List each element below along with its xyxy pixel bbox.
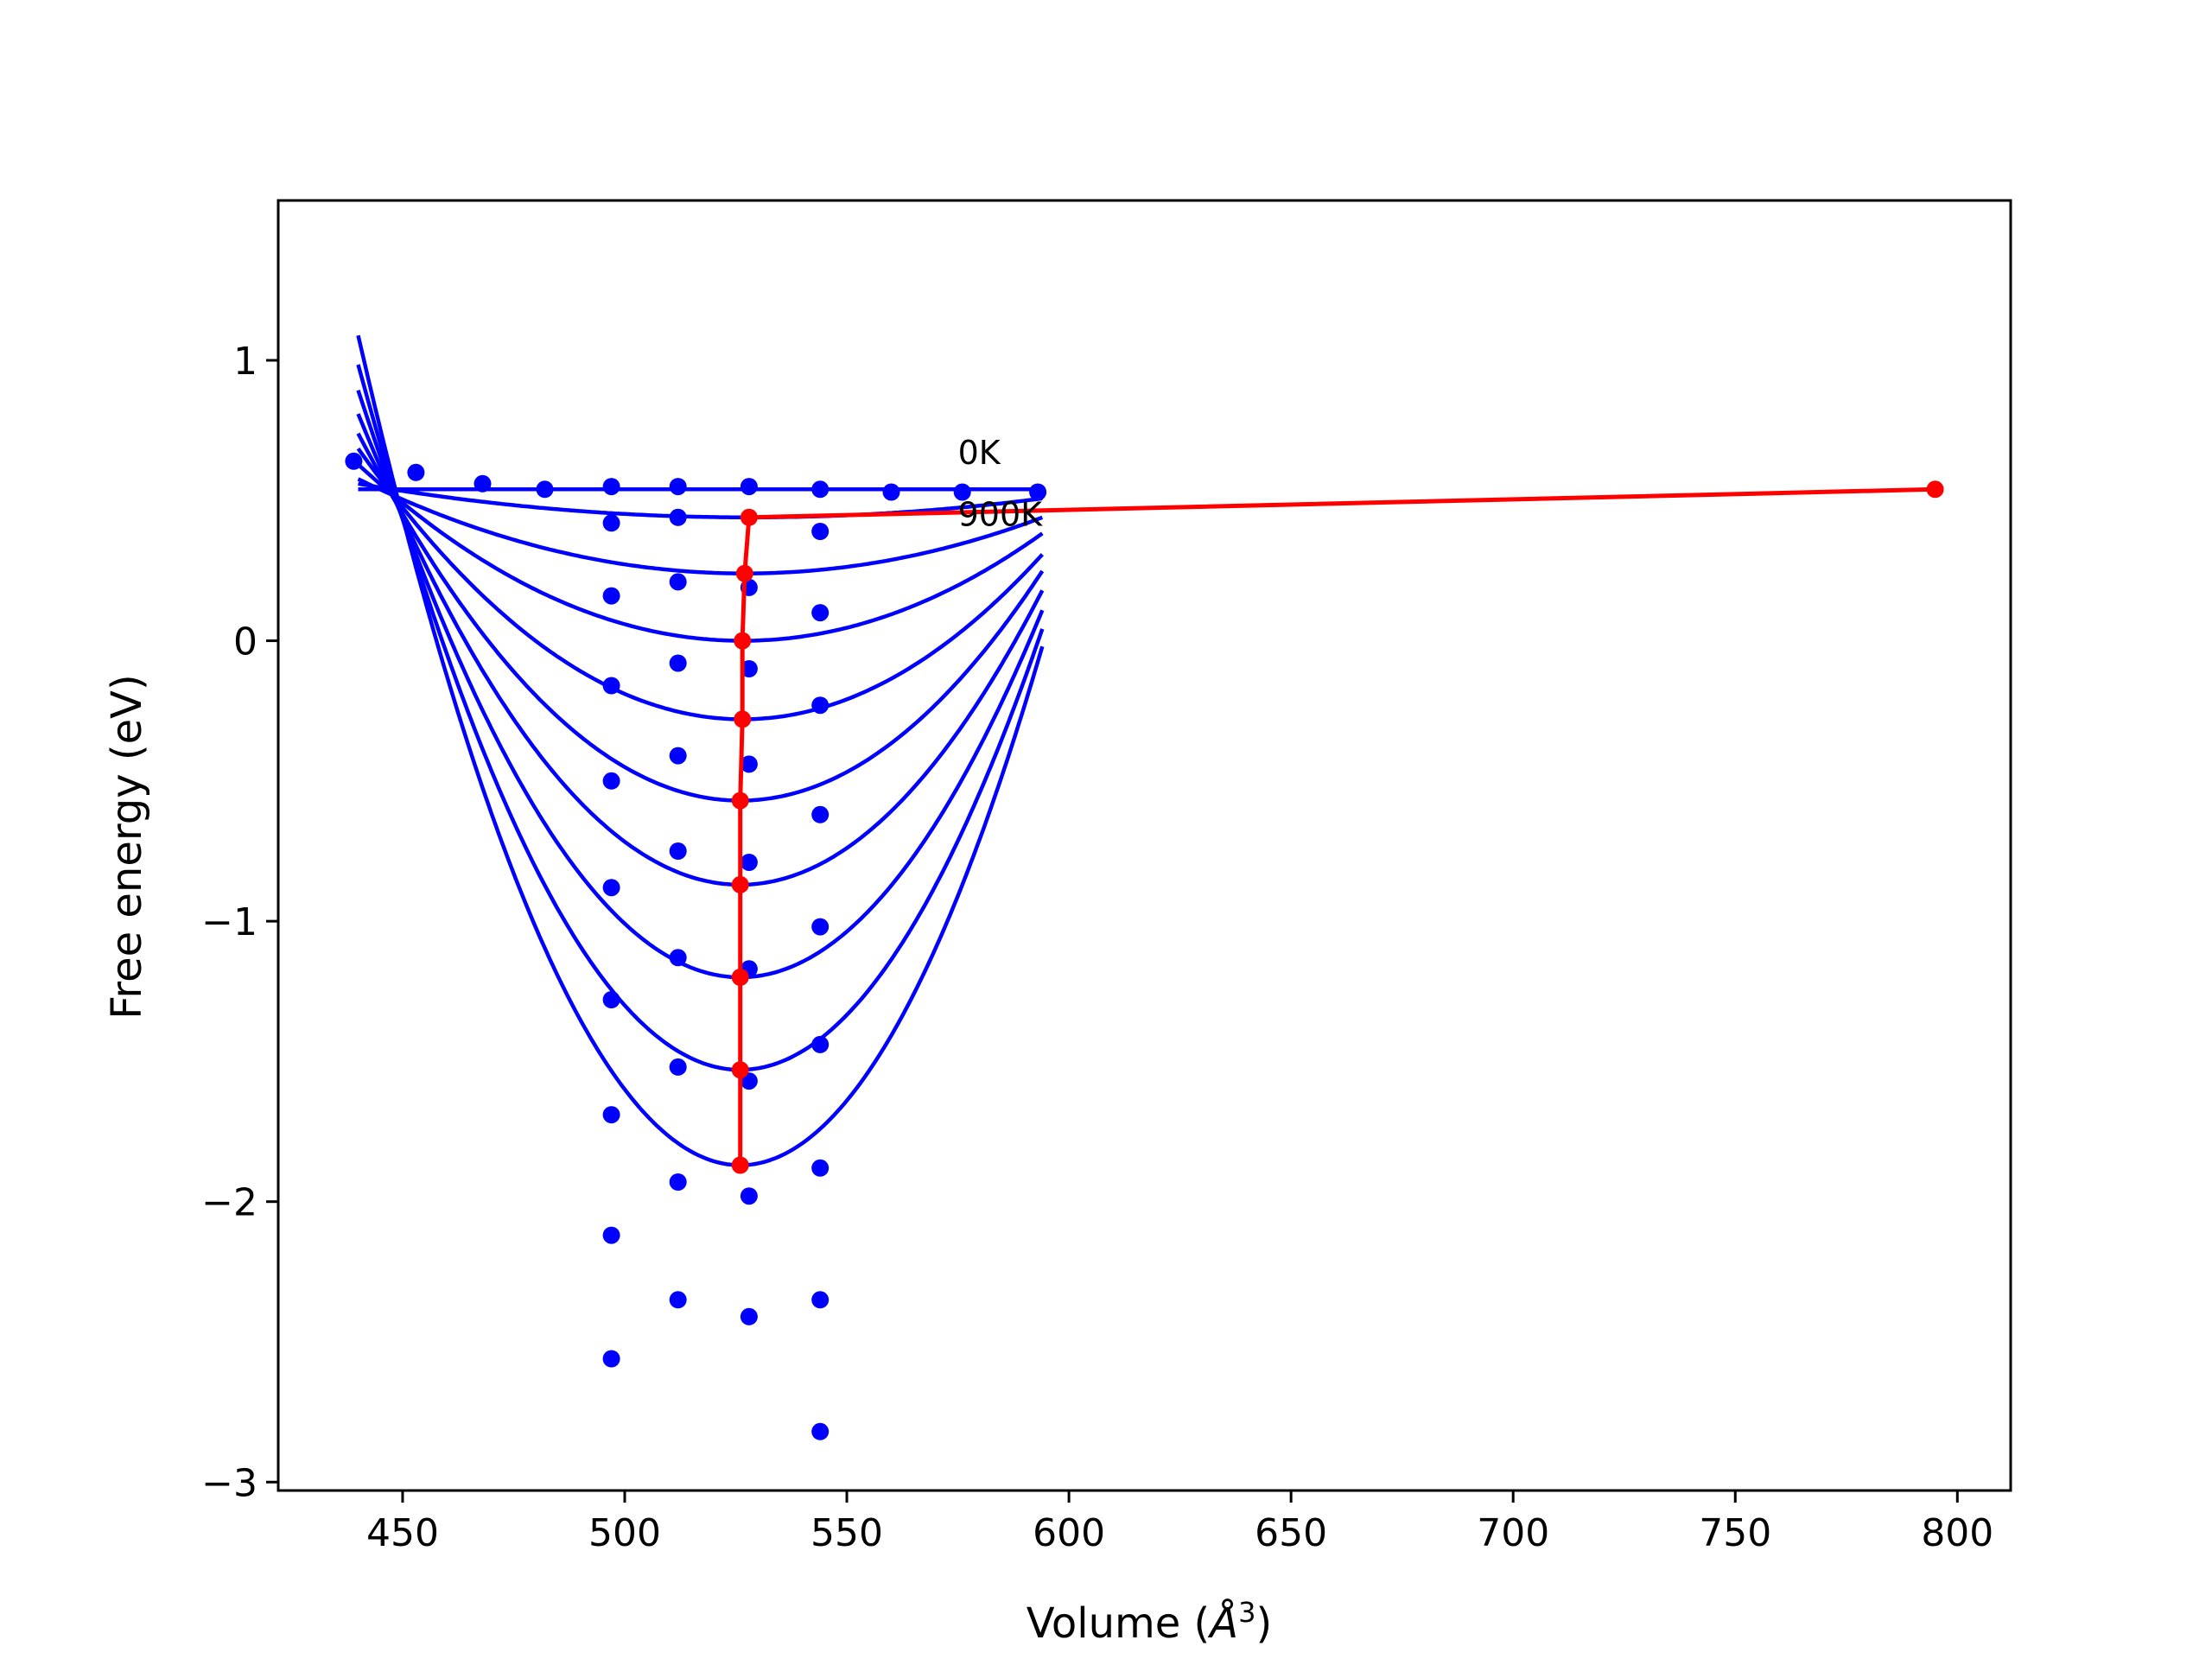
fit-curve-4 bbox=[356, 447, 1044, 721]
data-point-3-2 bbox=[740, 660, 758, 677]
data-point-7-3 bbox=[811, 1159, 830, 1177]
minimum-point-2 bbox=[735, 564, 753, 582]
data-point-8-1 bbox=[669, 1173, 687, 1191]
data-point-0-2 bbox=[474, 474, 492, 493]
y-tick-label-1: −2 bbox=[201, 1181, 257, 1225]
data-point-6-0 bbox=[602, 991, 620, 1008]
data-point-4-2 bbox=[740, 755, 758, 773]
data-point-0-1 bbox=[407, 463, 425, 481]
minimum-point-4 bbox=[734, 710, 752, 728]
data-point-2-0 bbox=[602, 587, 620, 605]
data-point-9-3 bbox=[811, 1422, 830, 1440]
x-tick-label-3: 600 bbox=[1033, 1511, 1105, 1555]
minimum-point-1 bbox=[740, 508, 758, 526]
minimum-point-6 bbox=[731, 875, 749, 893]
fit-curves bbox=[356, 334, 1045, 1167]
fit-curve-8 bbox=[356, 364, 1045, 1072]
x-tick-label-2: 550 bbox=[810, 1511, 883, 1555]
x-axis-label: Volume (Å3) bbox=[1027, 1596, 1272, 1648]
data-point-1-1 bbox=[669, 508, 687, 526]
data-point-7-0 bbox=[602, 1106, 620, 1124]
data-point-4-0 bbox=[602, 772, 620, 790]
fit-curve-3 bbox=[356, 462, 1044, 643]
data-point-4-3 bbox=[811, 805, 830, 823]
x-tick-label-7: 800 bbox=[1921, 1511, 1993, 1555]
data-point-0-8 bbox=[882, 483, 900, 501]
annotation-1: 900K bbox=[958, 496, 1044, 534]
data-point-6-1 bbox=[669, 949, 687, 967]
data-point-0-6 bbox=[740, 478, 758, 496]
fit-curve-9 bbox=[356, 334, 1045, 1167]
minimum-point-3 bbox=[734, 632, 752, 650]
x-tick-label-6: 750 bbox=[1699, 1511, 1771, 1555]
data-point-2-1 bbox=[669, 573, 687, 591]
data-point-3-3 bbox=[811, 696, 830, 715]
data-point-0-0 bbox=[345, 452, 363, 470]
data-point-9-1 bbox=[669, 1291, 687, 1309]
data-point-0-9 bbox=[953, 483, 971, 501]
fit-curve-1 bbox=[358, 481, 1043, 520]
data-point-5-3 bbox=[811, 918, 830, 936]
fit-curve-2 bbox=[357, 477, 1044, 575]
data-point-7-1 bbox=[669, 1058, 687, 1076]
minimum-point-9 bbox=[731, 1156, 749, 1174]
data-point-0-3 bbox=[536, 480, 554, 499]
x-tick-label-4: 650 bbox=[1255, 1511, 1327, 1555]
y-tick-label-2: −1 bbox=[201, 900, 257, 944]
plot-frame bbox=[276, 199, 2012, 1492]
data-point-0-10 bbox=[1029, 483, 1047, 501]
data-point-3-1 bbox=[669, 654, 687, 672]
data-point-5-2 bbox=[740, 854, 758, 871]
minimum-point-8 bbox=[731, 1061, 749, 1079]
y-axis-ticks: −3 −2 −1 0 1 bbox=[201, 340, 278, 1505]
data-point-6-3 bbox=[811, 1035, 830, 1053]
data-point-3-0 bbox=[602, 677, 620, 695]
x-tick-label-5: 700 bbox=[1477, 1511, 1549, 1555]
data-point-9-0 bbox=[602, 1350, 620, 1368]
fit-curve-6 bbox=[356, 413, 1045, 887]
data-point-9-2 bbox=[740, 1307, 758, 1325]
minimum-point-5 bbox=[731, 791, 749, 810]
data-point-1-2 bbox=[811, 523, 830, 540]
x-axis-ticks: 450 500 550 600 650 700 750 800 bbox=[366, 1491, 1993, 1555]
minimum-point-7 bbox=[731, 969, 749, 986]
x-tick-label-1: 500 bbox=[588, 1511, 661, 1555]
x-tick-label-0: 450 bbox=[366, 1511, 439, 1555]
minimum-energy-line bbox=[738, 486, 1936, 1166]
y-tick-label-0: −3 bbox=[201, 1461, 257, 1505]
data-point-2-3 bbox=[811, 604, 830, 622]
data-point-0-5 bbox=[669, 478, 687, 496]
data-point-8-3 bbox=[811, 1291, 830, 1309]
data-point-8-2 bbox=[740, 1187, 758, 1205]
data-point-5-0 bbox=[602, 879, 620, 897]
data-point-8-0 bbox=[602, 1226, 620, 1244]
data-point-0-4 bbox=[602, 478, 620, 496]
data-point-5-1 bbox=[669, 842, 687, 860]
annotation-0: 0K bbox=[958, 434, 1001, 472]
annotations: 0K 900K bbox=[958, 434, 1044, 533]
y-tick-label-3: 0 bbox=[233, 620, 257, 664]
y-axis-label: Free energy (eV) bbox=[103, 674, 151, 1019]
y-tick-label-4: 1 bbox=[233, 340, 257, 384]
fit-curve-5 bbox=[356, 432, 1045, 803]
fit-curve-7 bbox=[356, 389, 1045, 980]
data-point-0-7 bbox=[811, 480, 830, 499]
minimum-point-0 bbox=[1926, 480, 1944, 499]
data-point-4-1 bbox=[669, 747, 687, 765]
data-point-1-0 bbox=[602, 514, 620, 532]
minimum-line-group bbox=[731, 480, 1944, 1174]
